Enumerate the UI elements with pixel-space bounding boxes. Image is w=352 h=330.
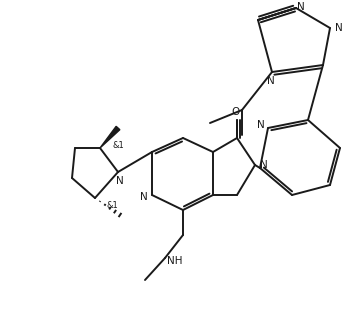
Text: N: N xyxy=(297,2,305,12)
Text: O: O xyxy=(231,107,239,117)
Text: N: N xyxy=(335,23,343,33)
Text: N: N xyxy=(267,76,275,86)
Text: N: N xyxy=(140,192,148,202)
Text: &1: &1 xyxy=(112,142,124,150)
Text: N: N xyxy=(116,176,124,186)
Text: NH: NH xyxy=(167,256,183,266)
Text: &1: &1 xyxy=(106,202,118,211)
Text: N: N xyxy=(260,160,268,170)
Polygon shape xyxy=(100,126,120,148)
Text: N: N xyxy=(257,120,265,130)
